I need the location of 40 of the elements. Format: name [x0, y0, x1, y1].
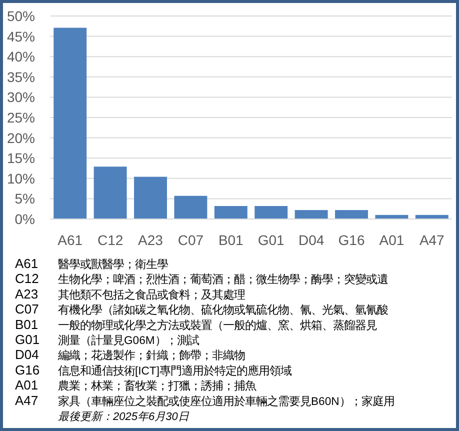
x-tick-label: G16	[338, 232, 365, 248]
y-tick-label: 35%	[6, 68, 35, 85]
y-tick-label: 25%	[6, 110, 35, 126]
x-tick-label: A23	[138, 232, 164, 248]
x-tick-label: B01	[218, 232, 244, 248]
x-tick-label: G01	[258, 232, 285, 248]
text: A23 其他類不包括之食品或食料；及其處理	[15, 286, 245, 302]
y-tick-label: 15%	[6, 150, 35, 166]
x-tick-label: D04	[298, 232, 324, 248]
bar	[54, 28, 87, 219]
bar	[94, 166, 127, 219]
text: G01 測量（計量見G06M）；測試	[15, 332, 199, 347]
text: C12 生物化學；啤酒；烈性酒；葡萄酒；醋；微生物學；酶學；突變或遺	[15, 271, 388, 286]
text: A01 農業；林業；畜牧業；打獵；誘捕；捕魚	[15, 378, 256, 393]
y-tick-label: 0%	[14, 211, 35, 227]
y-tick-label: 20%	[6, 130, 35, 146]
y-tick-label: 30%	[6, 89, 35, 106]
bar	[214, 206, 248, 219]
x-tick-label: A61	[58, 232, 83, 248]
text: A61 醫學或獸醫學；衛生學	[15, 256, 168, 271]
bar	[174, 196, 208, 219]
y-tick-label: 45%	[6, 28, 35, 44]
y-tick-label: 10%	[6, 170, 35, 186]
bar	[294, 210, 328, 219]
y-tick-label: 50%	[6, 8, 35, 24]
text: 最後更新：2025年6月30日	[58, 410, 190, 423]
x-tick-label: C12	[97, 232, 124, 248]
x-tick-label: C07	[178, 232, 204, 248]
text: A47 家具（車輛座位之裝配或使座位適用於車輛之需要見B60N）；家庭用	[15, 392, 394, 408]
bar	[254, 206, 288, 219]
text: G16 信息和通信技術[ICT]專門適用於特定的應用領域	[15, 362, 292, 378]
x-tick-label: A01	[379, 232, 404, 248]
text: B01 一般的物理或化學之方法或裝置（一般的爐、窯、烘箱、蒸餾器見	[15, 316, 377, 332]
x-tick-label: A47	[419, 232, 445, 248]
bar	[134, 176, 167, 219]
y-tick-label: 40%	[6, 48, 35, 65]
bar	[335, 210, 368, 219]
text: C07 有機化學（諸如碳之氧化物、硫化物或氧硫化物、氰、光氣、氫氰酸	[15, 302, 388, 317]
text: D04 編織；花邊製作；針織；飾帶；非織物	[15, 347, 245, 362]
y-tick-label: 5%	[14, 190, 35, 207]
